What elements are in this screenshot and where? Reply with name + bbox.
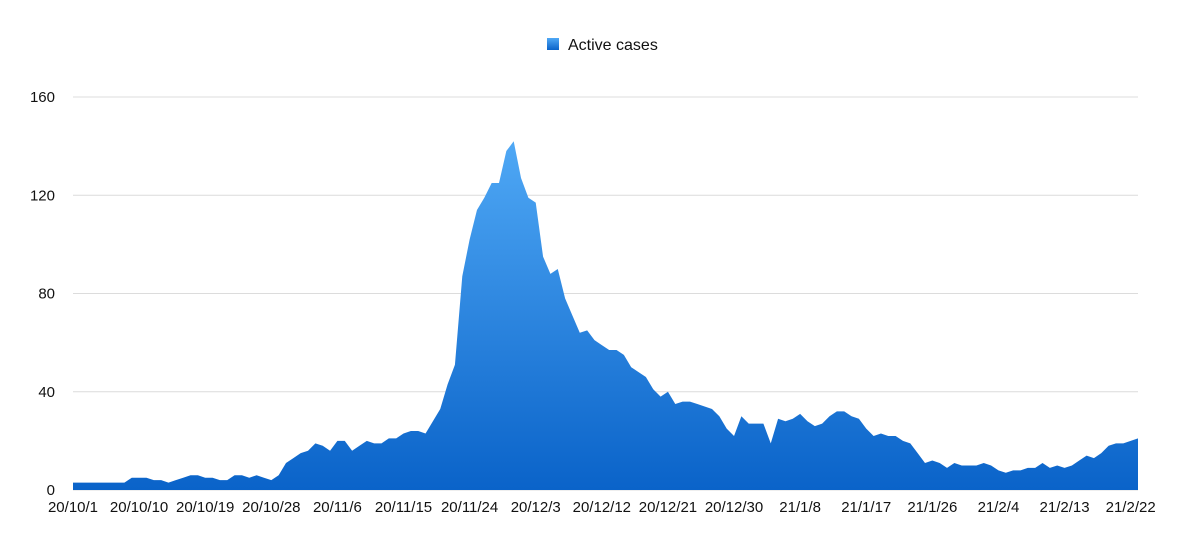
y-tick-label: 120: [30, 187, 55, 204]
x-axis: 20/10/1 20/10/10 20/10/19 20/10/28 20/11/6 20…: [48, 499, 1156, 516]
legend-label-active-cases: Active cases: [568, 37, 658, 54]
y-tick-label: 160: [30, 89, 55, 106]
y-tick-label: 80: [38, 286, 55, 303]
series-area: [73, 141, 1138, 490]
x-tick-label: 20/11/24: [441, 499, 498, 516]
y-tick-label: 40: [38, 384, 55, 401]
y-axis: 0 40 80 120 160: [30, 89, 55, 499]
x-tick-label: 21/2/13: [1040, 499, 1090, 516]
area-series-active-cases: [73, 141, 1138, 490]
x-tick-label: 20/12/21: [639, 499, 697, 516]
x-tick-label: 20/12/12: [573, 499, 631, 516]
x-tick-label: 21/2/22: [1106, 499, 1156, 516]
x-tick-label: 20/12/3: [511, 499, 561, 516]
y-tick-label: 0: [47, 482, 55, 499]
x-tick-label: 20/11/15: [375, 499, 432, 516]
x-tick-label: 20/11/6: [313, 499, 362, 516]
legend: Active cases: [547, 37, 658, 54]
legend-swatch: [547, 38, 559, 50]
x-tick-label: 20/12/30: [705, 499, 763, 516]
x-tick-label: 20/10/28: [242, 499, 300, 516]
x-tick-label: 21/1/17: [841, 499, 891, 516]
x-tick-label: 21/1/26: [907, 499, 957, 516]
x-tick-label: 21/1/8: [779, 499, 821, 516]
x-tick-label: 21/2/4: [978, 499, 1020, 516]
x-tick-label: 20/10/10: [110, 499, 168, 516]
x-tick-label: 20/10/1: [48, 499, 98, 516]
x-tick-label: 20/10/19: [176, 499, 234, 516]
